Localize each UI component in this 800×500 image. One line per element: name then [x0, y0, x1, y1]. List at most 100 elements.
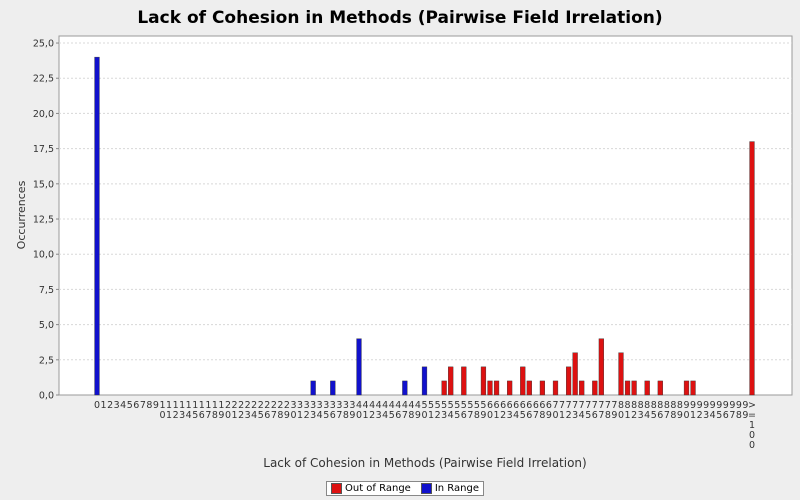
legend-label: In Range — [435, 483, 479, 494]
y-tick-label: 20,0 — [33, 109, 54, 120]
x-tick-label: 36 — [330, 400, 336, 421]
bar — [750, 142, 755, 395]
x-tick-label: 14 — [186, 400, 192, 421]
bar — [566, 367, 571, 395]
chart-svg: 0,0 2,5 5,0 7,5 10,0 12,5 15,0 17,5 20,0 22,5 25,0… — [0, 0, 800, 480]
bar — [599, 339, 604, 395]
bar — [540, 381, 545, 395]
x-tick-label: 29 — [284, 400, 290, 421]
x-tick-label: 7 — [140, 400, 146, 411]
x-tick-label: 70 — [552, 400, 558, 421]
bar — [311, 381, 316, 395]
x-tick-label: 88 — [670, 400, 676, 421]
x-tick-label: 84 — [644, 400, 650, 421]
bar — [658, 381, 663, 395]
x-tick-label: 91 — [690, 400, 696, 421]
x-tick-label: 4 — [120, 400, 126, 411]
bar — [619, 353, 624, 395]
x-tick-label: 83 — [638, 400, 644, 421]
y-axis-label: Occurrences — [15, 180, 28, 249]
bar — [461, 367, 466, 395]
x-tick-label: 19 — [218, 400, 224, 421]
x-tick-label: 28 — [277, 400, 283, 421]
legend-swatch-red — [331, 483, 342, 494]
bar — [481, 367, 486, 395]
y-axis: 0,02,55,07,510,012,515,017,520,022,525,0 — [33, 39, 59, 402]
x-tick-label: 9 — [153, 400, 159, 411]
bar — [507, 381, 512, 395]
x-tick-label: 45 — [389, 400, 395, 421]
x-tick-label: 67 — [533, 400, 539, 421]
x-axis: 0 1 2 3 4 5 6 7 8 9 1 01 11 21 31 41 51 61 71 81 92 02 12 22 32 4… — [94, 400, 756, 451]
x-tick-label: 58 — [474, 400, 480, 421]
legend-label: Out of Range — [345, 483, 411, 494]
x-tick-label: 1 — [101, 400, 107, 411]
bar — [95, 57, 100, 395]
bar — [520, 367, 525, 395]
bar — [579, 381, 584, 395]
y-tick-label: 7,5 — [39, 285, 54, 296]
y-tick-label: 17,5 — [33, 144, 54, 155]
x-tick-label: 48 — [408, 400, 414, 421]
x-tick-label: > = 1 0 0 — [748, 400, 756, 451]
x-tick-label: 8 — [146, 400, 152, 411]
x-tick-label: 15 — [192, 400, 198, 421]
bar — [684, 381, 689, 395]
bar — [402, 381, 407, 395]
x-axis-label: Lack of Cohesion in Methods (Pairwise Fi… — [0, 456, 800, 470]
x-tick-label: 32 — [304, 400, 310, 421]
x-tick-label: 55 — [454, 400, 460, 421]
x-tick-label: 5 — [127, 400, 133, 411]
y-tick-label: 25,0 — [33, 39, 54, 50]
bar — [330, 381, 335, 395]
bar — [527, 381, 532, 395]
x-tick-label: 33 — [310, 400, 316, 421]
x-tick-label: 71 — [559, 400, 565, 421]
legend-item-in-range: In Range — [421, 483, 479, 494]
x-tick-label: 23 — [245, 400, 251, 421]
bar — [691, 381, 696, 395]
bar — [442, 381, 447, 395]
y-tick-label: 10,0 — [33, 250, 54, 261]
plot-area — [59, 36, 792, 395]
x-tick-label: 37 — [336, 400, 342, 421]
x-tick-label: 0 — [94, 400, 100, 411]
bar — [553, 381, 558, 395]
